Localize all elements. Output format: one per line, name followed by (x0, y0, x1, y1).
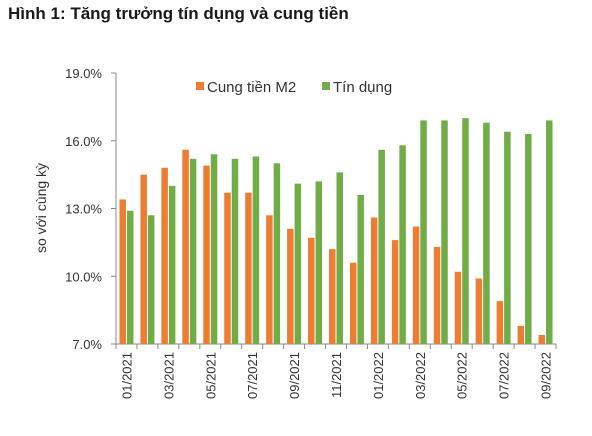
bar-m2 (454, 271, 462, 344)
bar-credit (231, 158, 239, 344)
legend-swatch (196, 82, 204, 90)
x-tick-label: 01/2022 (371, 352, 386, 399)
y-axis: 7.0% 10.0% 13.0% 16.0% 19.0% (65, 66, 117, 352)
bar-credit (210, 154, 218, 344)
bar-credit (294, 183, 302, 344)
y-tick-label: 16.0% (65, 134, 102, 149)
bar-credit (126, 210, 134, 344)
x-tick-label: 07/2022 (497, 352, 512, 399)
y-tick-label: 13.0% (65, 202, 102, 217)
y-axis-label: so với cùng kỳ (33, 163, 49, 253)
bar-m2 (475, 278, 483, 344)
y-tick-label: 19.0% (65, 66, 102, 81)
y-tick-label: 10.0% (65, 269, 102, 284)
bar-m2 (517, 325, 525, 344)
bar-credit (399, 145, 406, 344)
bar-m2 (287, 228, 294, 344)
bar-m2 (538, 334, 546, 344)
bar-credit (378, 149, 385, 344)
legend-item-m2: Cung tiền M2 (207, 79, 296, 96)
bar-credit (315, 181, 323, 344)
x-axis: 01/2021 03/2021 05/2021 07/2021 09/2021 11/20… (115, 343, 557, 399)
bar-credit (357, 194, 364, 344)
bar-m2 (329, 249, 336, 344)
bars (119, 118, 553, 345)
bar-credit (147, 215, 155, 344)
bar-m2 (308, 237, 315, 344)
bar-credit (252, 156, 260, 344)
bar-m2 (370, 217, 378, 344)
x-tick-label: 03/2021 (161, 352, 176, 399)
bar-credit (525, 133, 532, 344)
bar-credit (441, 120, 448, 344)
x-tick-label: 05/2021 (203, 352, 218, 399)
bar-m2 (224, 192, 231, 344)
x-tick-label: 01/2021 (119, 352, 134, 399)
bar-m2 (496, 301, 504, 344)
bar-credit (189, 158, 197, 344)
bar-credit (168, 185, 176, 344)
bar-credit (462, 118, 469, 345)
bar-m2 (391, 240, 399, 344)
x-tick-label: 09/2021 (287, 352, 302, 399)
x-tick-label: 05/2022 (455, 352, 470, 399)
legend-swatch (322, 82, 330, 90)
bar-credit (420, 120, 427, 344)
bar-m2 (266, 215, 273, 344)
x-tick-label: 09/2022 (539, 352, 554, 399)
bar-credit (504, 131, 511, 344)
x-tick-label: 07/2021 (245, 352, 260, 399)
bar-credit (273, 163, 281, 344)
bar-m2 (203, 165, 210, 344)
x-tick-label: 11/2021 (329, 352, 344, 398)
legend: Cung tiền M2 Tín dụng (196, 79, 392, 96)
bar-m2 (140, 174, 147, 344)
x-tick-label: 03/2022 (413, 352, 428, 399)
bar-m2 (349, 262, 357, 344)
bar-m2 (161, 167, 168, 344)
chart-title: Hình 1: Tăng trưởng tín dụng và cung tiề… (8, 4, 349, 23)
legend-item-credit: Tín dụng (333, 79, 392, 96)
bar-credit (546, 120, 553, 344)
bar-m2 (182, 149, 189, 344)
bar-m2 (433, 246, 441, 344)
bar-m2 (412, 226, 420, 344)
bar-credit (483, 122, 490, 344)
bar-m2 (119, 199, 126, 344)
bar-m2 (245, 192, 252, 344)
bar-credit (336, 172, 343, 344)
y-tick-label: 7.0% (72, 337, 102, 352)
